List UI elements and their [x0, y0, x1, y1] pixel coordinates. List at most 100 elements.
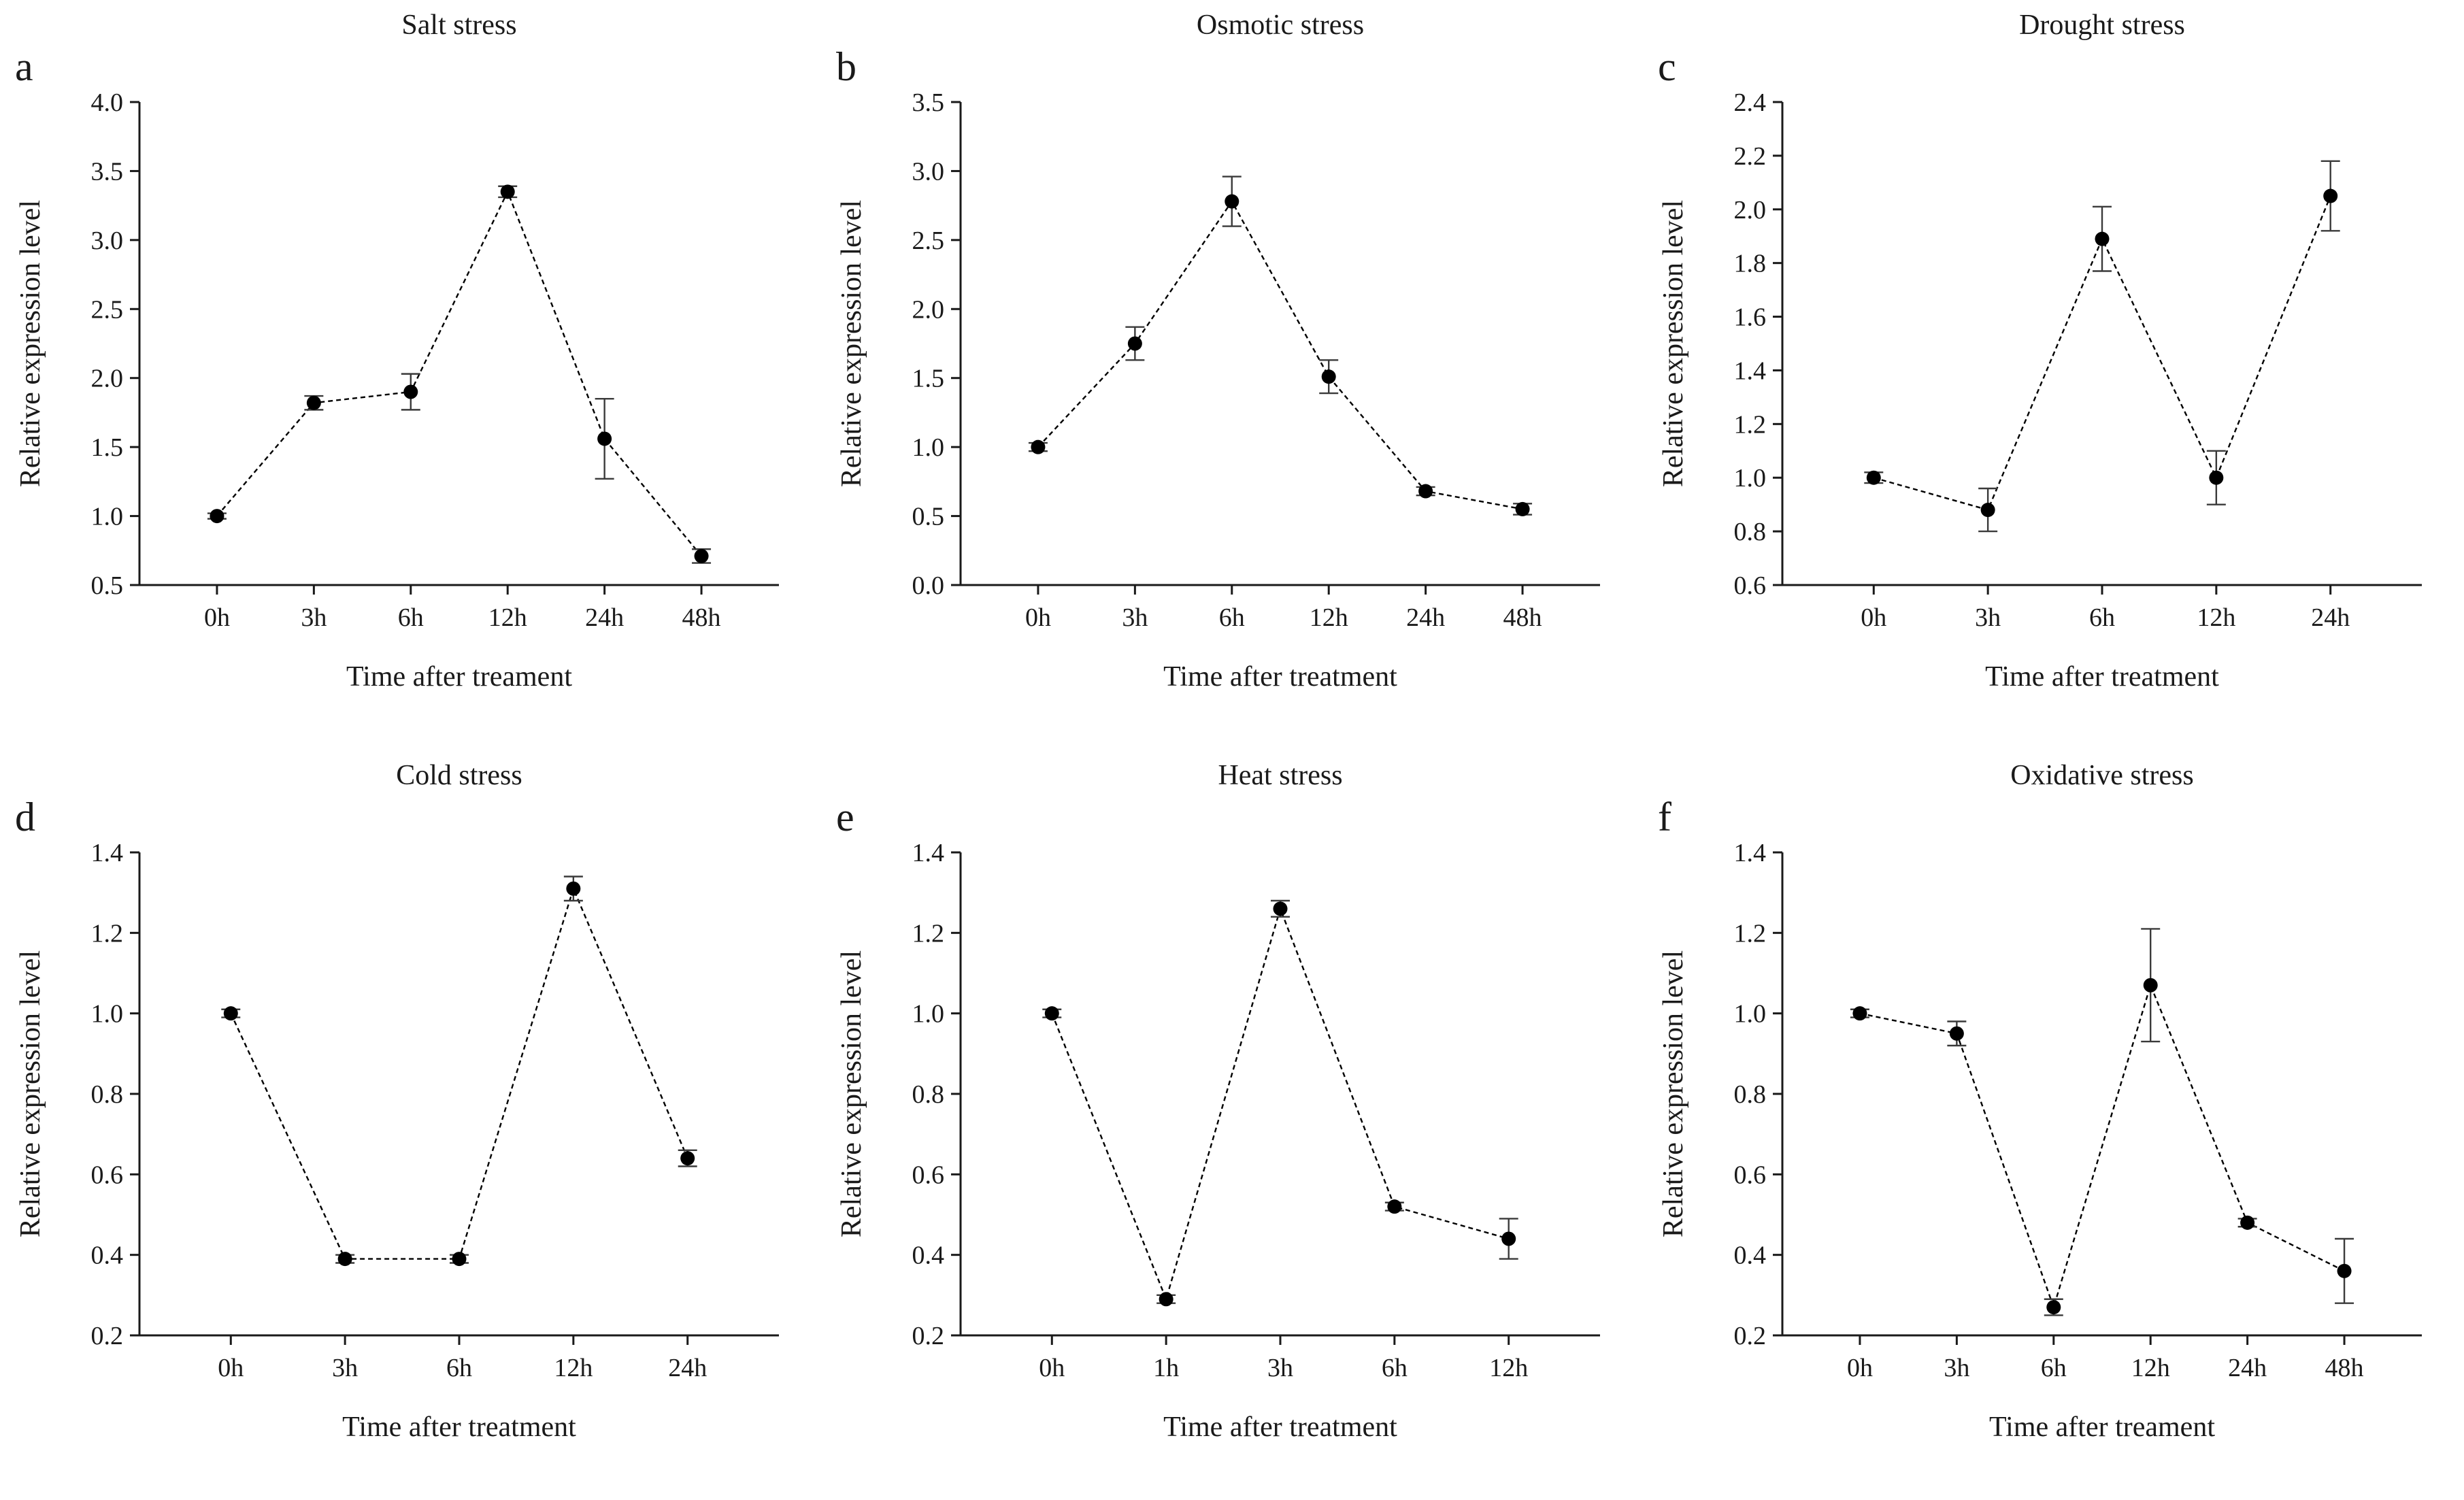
x-tick-label: 6h	[446, 1354, 472, 1382]
x-tick-label: 0h	[204, 603, 230, 632]
data-point	[452, 1251, 467, 1266]
x-tick-label: 1h	[1153, 1354, 1179, 1382]
cold-stress-chart: d Cold stress Time after treatment Relat…	[15, 760, 779, 1443]
x-tick-label: 0h	[218, 1354, 244, 1382]
data-point	[2337, 1263, 2352, 1278]
x-axis-label: Time after treatment	[1163, 1412, 1397, 1443]
panel-salt-stress: a Salt stress Time after treament Relati…	[0, 0, 821, 750]
data-point	[694, 548, 709, 563]
chart-title: Salt stress	[401, 10, 516, 41]
panel-oxidative-stress: f Oxidative stress Time after treament R…	[1643, 750, 2464, 1500]
series-line	[1859, 982, 2345, 1310]
data-point	[2323, 188, 2337, 203]
data-point	[337, 1251, 352, 1266]
x-tick-label: 3h	[1975, 603, 2001, 632]
y-tick-label: 1.0	[1733, 999, 1766, 1028]
series-line	[1051, 905, 1510, 1301]
panel-letter: d	[15, 795, 35, 839]
x-tick-label: 24h	[1406, 603, 1445, 632]
x-tick-label: 12h	[1490, 1354, 1529, 1382]
x-tick-label: 6h	[2089, 603, 2115, 632]
y-tick-label: 4.0	[91, 88, 124, 117]
y-tick-label: 0.6	[1733, 571, 1766, 600]
x-tick-label: 6h	[1219, 603, 1245, 632]
data-point	[403, 384, 418, 399]
panel-drought-stress: c Drought stress Time after treatment Re…	[1643, 0, 2464, 750]
data-point	[1387, 1199, 1402, 1214]
x-tick-label: 24h	[668, 1354, 707, 1382]
y-tick-label: 1.0	[912, 999, 945, 1028]
data-point	[2046, 1299, 2061, 1314]
y-tick-label: 0.4	[912, 1241, 945, 1269]
x-tick-label: 3h	[301, 603, 327, 632]
data-point	[1866, 470, 1881, 485]
panel-osmotic-stress: b Osmotic stress Time after treatment Re…	[821, 0, 1642, 750]
x-tick-label: 48h	[2325, 1354, 2363, 1382]
panel-letter: f	[1658, 795, 1671, 839]
data-point	[1128, 336, 1143, 351]
chart-title: Drought stress	[2019, 10, 2185, 41]
data-point	[1980, 503, 1995, 518]
data-point	[1949, 1026, 1964, 1041]
y-tick-label: 0.2	[1733, 1322, 1766, 1350]
plot-area: 0.2 0.4 0.6 0.8 1.0 1.2 1.4 0h 3h 6h 12h 24h	[91, 839, 779, 1382]
x-tick-label: 6h	[2040, 1354, 2066, 1382]
panel-letter: e	[836, 795, 854, 839]
data-point	[2143, 978, 2158, 993]
plot-area: 0.6 0.8 1.0 1.2 1.4 1.6 1.8 2.0 2.2 2.4 0h 3h 6h 12h 2…	[1733, 88, 2422, 632]
data-point	[1031, 439, 1046, 454]
y-tick-label: 0.0	[912, 571, 945, 600]
y-tick-label: 2.5	[91, 295, 124, 324]
data-point	[500, 184, 515, 199]
x-tick-label: 0h	[1847, 1354, 1873, 1382]
x-tick-label: 48h	[682, 603, 721, 632]
plot-area: 0.5 1.0 1.5 2.0 2.5 3.0 3.5 4.0 0h 3h 6h 12h 24h 48h	[91, 88, 779, 632]
data-point	[2095, 231, 2110, 246]
y-tick-label: 0.2	[91, 1322, 124, 1350]
x-tick-label: 12h	[554, 1354, 593, 1382]
x-tick-label: 0h	[1861, 603, 1886, 632]
plot-area: 0.2 0.4 0.6 0.8 1.0 1.2 1.4 0h 1h 3h 6h 12h	[912, 839, 1601, 1382]
y-tick-label: 1.4	[1733, 356, 1766, 385]
x-tick-label: 12h	[1310, 603, 1348, 632]
y-tick-label: 1.5	[912, 365, 945, 393]
heat-stress-chart: e Heat stress Time after treatment Relat…	[836, 760, 1601, 1443]
salt-stress-chart: a Salt stress Time after treament Relati…	[15, 10, 779, 693]
data-point	[210, 509, 224, 524]
y-tick-label: 2.5	[912, 227, 945, 255]
y-tick-label: 1.2	[1733, 919, 1766, 948]
y-tick-label: 0.8	[1733, 518, 1766, 546]
panel-heat-stress: e Heat stress Time after treatment Relat…	[821, 750, 1642, 1500]
y-tick-label: 1.0	[1733, 464, 1766, 493]
data-point	[1225, 194, 1239, 209]
y-axis-label: Relative expression level	[836, 200, 867, 487]
x-axis-label: Time after treatment	[1985, 661, 2219, 693]
y-tick-label: 0.8	[912, 1080, 945, 1109]
x-tick-label: 0h	[1039, 1354, 1065, 1382]
drought-stress-chart: c Drought stress Time after treatment Re…	[1658, 10, 2422, 693]
panel-letter: b	[836, 44, 856, 89]
y-tick-label: 0.4	[91, 1241, 124, 1269]
y-tick-label: 1.2	[91, 919, 124, 948]
x-axis-label: Time after treament	[346, 661, 572, 693]
x-tick-label: 12h	[2131, 1354, 2169, 1382]
y-axis-label: Relative expression level	[836, 950, 867, 1237]
y-tick-label: 0.2	[912, 1322, 945, 1350]
plot-area: 0.0 0.5 1.0 1.5 2.0 2.5 3.0 3.5 0h 3h 6h 12h 24h 48h	[912, 88, 1601, 632]
y-tick-label: 1.4	[912, 839, 945, 867]
data-point	[597, 431, 612, 446]
panel-letter: a	[15, 44, 33, 89]
panel-letter: c	[1658, 44, 1676, 89]
data-point	[1852, 1005, 1867, 1020]
panel-cold-stress: d Cold stress Time after treatment Relat…	[0, 750, 821, 1500]
y-tick-label: 2.2	[1733, 142, 1766, 171]
chart-title: Cold stress	[396, 760, 522, 791]
x-tick-label: 3h	[1267, 1354, 1293, 1382]
y-tick-label: 2.4	[1733, 88, 1766, 117]
y-tick-label: 2.0	[1733, 196, 1766, 224]
osmotic-stress-chart: b Osmotic stress Time after treatment Re…	[836, 10, 1601, 693]
data-point	[1322, 369, 1337, 384]
data-point	[306, 395, 321, 410]
data-point	[2209, 470, 2224, 485]
